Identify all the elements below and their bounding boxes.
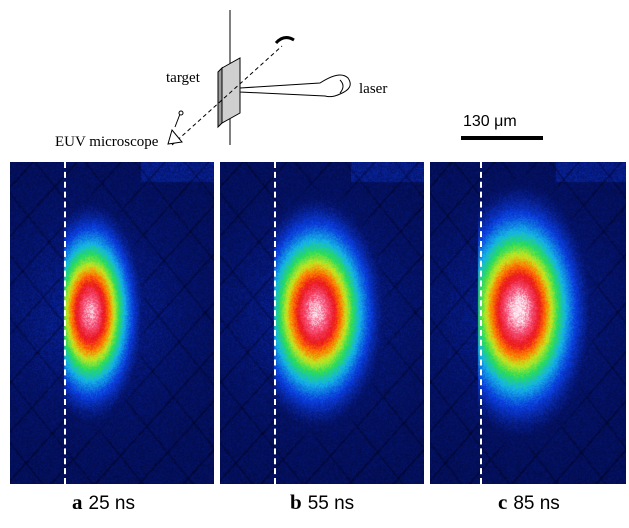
- caption-b-time: 55 ns: [307, 493, 355, 514]
- microscope-icon: [167, 110, 184, 145]
- experiment-schematic: target laser EUV microscope 130 μm: [55, 10, 543, 150]
- target-slab: [221, 57, 241, 124]
- panel-b: [220, 162, 424, 484]
- panel-a-image: [10, 162, 214, 484]
- mirror-arc: [274, 36, 295, 45]
- line-of-sight: [171, 45, 283, 146]
- laser-label: laser: [359, 81, 387, 97]
- caption-a: a 25 ns: [72, 490, 135, 515]
- caption-c: c 85 ns: [498, 490, 560, 515]
- target-surface-line: [274, 162, 276, 484]
- caption-c-time: 85 ns: [513, 493, 560, 514]
- caption-a-letter: a: [72, 490, 83, 514]
- panel-c: [430, 162, 629, 484]
- microscope-label: EUV microscope: [55, 134, 159, 150]
- target-surface-line: [64, 162, 66, 484]
- panel-c-image: [430, 162, 626, 484]
- caption-c-letter: c: [498, 490, 508, 514]
- target-label: target: [166, 70, 201, 86]
- laser-lens: [339, 79, 344, 94]
- laser-beam: [239, 74, 351, 98]
- panel-b-image: [220, 162, 424, 484]
- caption-b: b 55 ns: [290, 490, 354, 515]
- scale-bar-label: 130 μm: [463, 113, 517, 130]
- target-slab-edge: [217, 66, 223, 129]
- caption-a-time: 25 ns: [88, 493, 135, 514]
- target-surface-line: [480, 162, 482, 484]
- panel-a: [10, 162, 214, 484]
- caption-b-letter: b: [290, 490, 302, 514]
- scale-bar: [461, 136, 543, 140]
